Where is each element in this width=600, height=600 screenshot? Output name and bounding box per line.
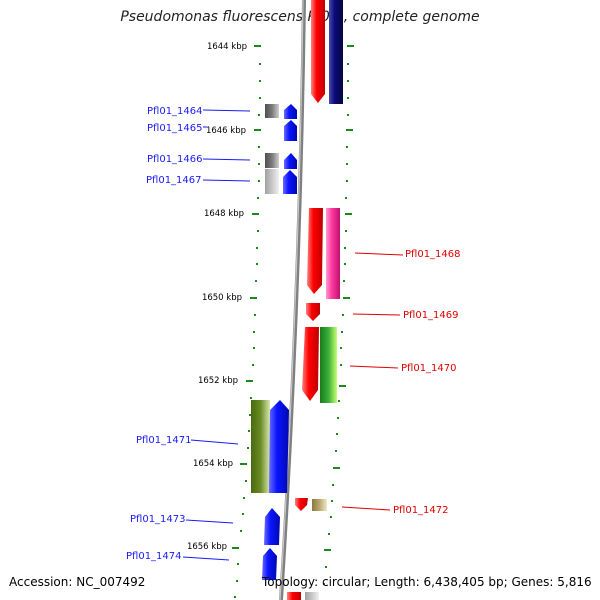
gene-label[interactable]: Pfl01_1472 [393, 505, 449, 516]
gene-bar [326, 208, 340, 299]
scale-ticks-left [232, 45, 261, 598]
scale-label: 1646 kbp [206, 126, 246, 136]
genome-backbone [279, 0, 306, 600]
scale-label: 1650 kbp [202, 293, 242, 303]
scale-label: 1654 kbp [193, 459, 233, 469]
gene-arrow [311, 0, 325, 103]
gene-label[interactable]: Pfl01_1469 [403, 310, 459, 321]
gene-arrow [307, 208, 323, 294]
gene-bar [265, 153, 279, 168]
gene-bar [265, 169, 279, 194]
map-title: Pseudomonas fluorescens Pf0-1, complete … [120, 9, 480, 25]
gene-arrow [262, 548, 277, 580]
gene-arrow [284, 104, 297, 119]
gene-label[interactable]: Pfl01_1471 [136, 435, 192, 446]
gene-bar [265, 104, 279, 118]
gene-arrow [306, 303, 320, 321]
gene-bar [312, 499, 327, 511]
gene-arrow [269, 400, 289, 493]
label-leaders-left [182, 109, 251, 561]
gene-arrow [264, 508, 280, 545]
gene-arrow [284, 120, 297, 141]
gene-label[interactable]: Pfl01_1467 [146, 175, 202, 186]
gene-label[interactable]: Pfl01_1474 [126, 551, 182, 562]
scale-label: 1644 kbp [207, 42, 247, 52]
label-leaders-right [341, 252, 404, 511]
scale-label: 1648 kbp [204, 209, 244, 219]
gene-arrow [283, 170, 297, 194]
scale-ticks-right [323, 45, 354, 585]
scale-label: 1652 kbp [198, 376, 238, 386]
gene-arrow [295, 498, 308, 511]
gene-label[interactable]: Pfl01_1465 [147, 123, 203, 134]
gene-arrow [284, 153, 297, 169]
gene-bar [251, 400, 270, 493]
accession-text: Accession: NC_007492 [9, 575, 146, 589]
genome-summary-text: Topology: circular; Length: 6,438,405 bp… [262, 575, 592, 589]
gene-label[interactable]: Pfl01_1464 [147, 106, 203, 117]
gene-label[interactable]: Pfl01_1473 [130, 514, 186, 525]
gene-label[interactable]: Pfl01_1468 [405, 249, 461, 260]
scale-label: 1656 kbp [187, 542, 227, 552]
genome-backbone-highlight [279, 0, 304, 600]
gene-bar [287, 592, 301, 600]
gene-bar [329, 0, 343, 104]
gene-bar [320, 327, 337, 403]
gene-bar [305, 592, 319, 600]
gene-label[interactable]: Pfl01_1466 [147, 154, 203, 165]
gene-arrow [302, 327, 319, 401]
gene-label[interactable]: Pfl01_1470 [401, 363, 457, 374]
